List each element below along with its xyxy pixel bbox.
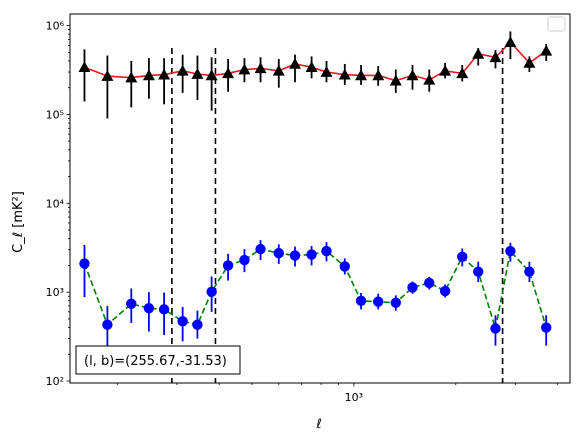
data-point-circle [255, 243, 266, 255]
data-point-triangle [504, 36, 517, 48]
plot-frame [69, 13, 571, 384]
y-axis: 10² 10³ 10⁴ 10⁵ 10⁶ [46, 20, 70, 388]
data-point-triangle [355, 69, 368, 81]
data-point-triangle [372, 69, 385, 81]
data-point-triangle [338, 68, 351, 80]
data-point-circle [177, 316, 188, 327]
data-point-circle [306, 249, 317, 260]
data-point-circle [289, 250, 301, 261]
data-point-circle [390, 297, 401, 308]
data-point-circle [126, 298, 137, 309]
x-axis-label: ℓ [315, 417, 321, 432]
annotation-text: (l, b)=(255.67,-31.53) [84, 354, 227, 369]
data-point-triangle [540, 44, 553, 56]
data-point-triangle [406, 69, 419, 81]
data-point-triangle [456, 67, 469, 79]
data-point-triangle [101, 70, 114, 81]
data-point-circle [490, 323, 501, 334]
data-point-circle [424, 277, 435, 289]
data-point-circle [505, 245, 516, 257]
data-point-triangle [158, 68, 171, 80]
data-point-circle [222, 260, 234, 271]
data-point-triangle [320, 66, 333, 77]
data-point-circle [524, 266, 535, 277]
data-point-circle [339, 261, 350, 272]
data-point-triangle [78, 61, 91, 73]
data-point-circle [273, 247, 284, 259]
data-point-circle [102, 319, 113, 330]
data-point-triangle [472, 47, 485, 59]
data-point-triangle [423, 73, 436, 85]
legend [547, 16, 566, 32]
y-tick-label: 10⁴ [46, 197, 65, 210]
data-point-triangle [176, 64, 189, 76]
data-point-circle [473, 266, 484, 277]
data-point-triangle [272, 64, 285, 76]
data-point-circle [143, 302, 155, 314]
y-tick-label: 10³ [46, 286, 64, 299]
data-point-triangle [222, 67, 235, 79]
x-tick-label: 10³ [345, 391, 363, 404]
data-point-circle [457, 251, 468, 262]
y-tick-label: 10² [46, 375, 64, 388]
data-point-circle [206, 286, 217, 297]
data-point-circle [79, 258, 90, 269]
data-point-triangle [305, 61, 318, 73]
data-point-circle [373, 296, 384, 307]
data-point-triangle [439, 64, 452, 76]
data-point-circle [541, 322, 552, 333]
data-point-triangle [191, 68, 204, 79]
data-point-triangle [238, 63, 251, 75]
data-point-circle [321, 245, 332, 257]
series-line-2 [83, 248, 547, 329]
annotation-box: (l, b)=(255.67,-31.53) [75, 345, 241, 375]
data-point-circle [407, 282, 418, 293]
data-point-triangle [142, 69, 155, 81]
data-point-triangle [254, 62, 267, 74]
series-layer [78, 31, 553, 348]
vertical-lines [171, 48, 504, 383]
data-point-circle [158, 304, 170, 315]
series-line-1 [84, 41, 547, 82]
y-tick-label: 10⁶ [46, 20, 65, 33]
y-tick-label: 10⁵ [46, 108, 64, 121]
data-point-triangle [205, 69, 218, 81]
data-point-circle [355, 295, 367, 306]
data-point-triangle [523, 56, 536, 68]
data-point-triangle [489, 51, 502, 63]
data-point-triangle [389, 74, 402, 86]
data-point-triangle [289, 57, 302, 69]
x-axis: 10³ [116, 383, 559, 404]
data-point-triangle [125, 71, 138, 83]
data-point-circle [192, 319, 203, 330]
y-axis-label: C_ℓ [mK²] [11, 191, 26, 253]
data-point-circle [239, 254, 250, 266]
data-point-circle [439, 285, 451, 297]
